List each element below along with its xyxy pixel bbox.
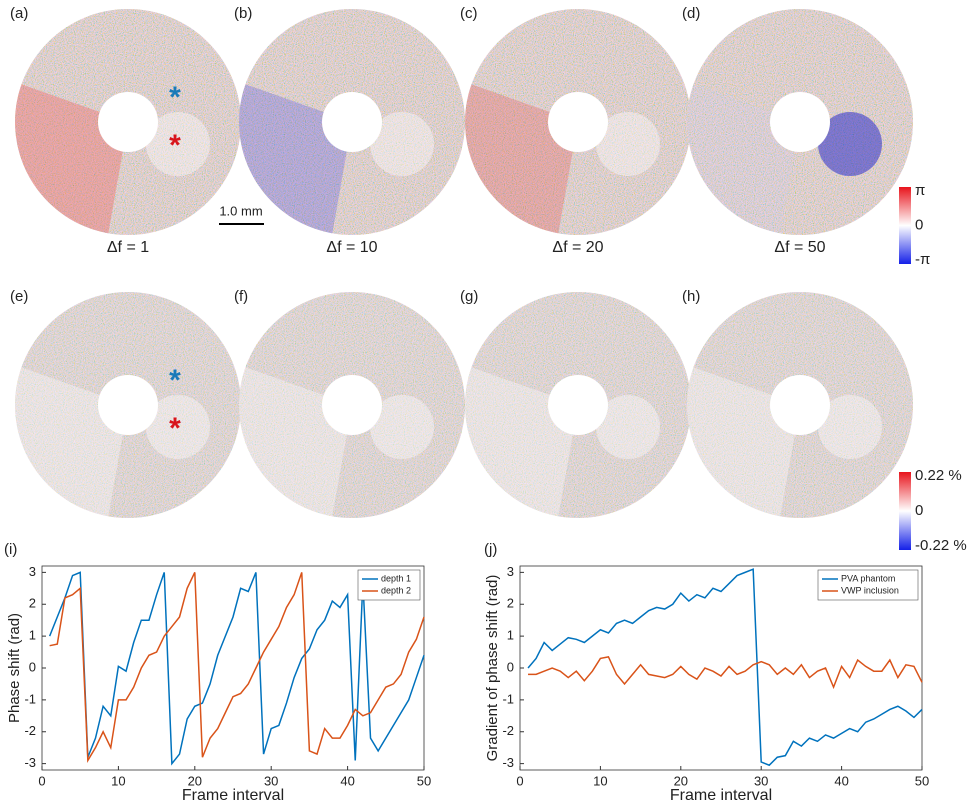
x-tick-label: 20 — [674, 773, 688, 788]
x-tick-label: 0 — [516, 773, 523, 788]
disk-hole — [322, 92, 382, 152]
asterisk: * — [169, 364, 181, 397]
scale-bar-label: 1.0 mm — [219, 203, 262, 218]
data-line — [527, 568, 923, 767]
inclusion — [146, 112, 210, 176]
colorbar-label: 0.22 % — [915, 467, 962, 484]
x-tick-label: 10 — [111, 773, 125, 788]
panel-label: (b) — [234, 5, 252, 22]
inclusion — [596, 112, 660, 176]
disk-panel — [687, 9, 913, 235]
disk-panel — [239, 292, 465, 518]
y-tick-label: 2 — [29, 596, 36, 611]
disk-panel — [465, 9, 691, 235]
disk-panel — [465, 292, 691, 518]
inclusion — [370, 112, 434, 176]
disk-panel — [687, 292, 913, 518]
x-axis-label: Frame interval — [182, 787, 284, 804]
x-axis-label: Frame interval — [670, 787, 772, 804]
disk-hole — [98, 375, 158, 435]
x-tick-label: 10 — [593, 773, 607, 788]
inclusion — [146, 395, 210, 459]
colorbar-label: -0.22 % — [915, 537, 967, 554]
y-axis-label: Gradient of phase shift (rad) — [484, 575, 501, 762]
inclusion — [596, 395, 660, 459]
panel-label: (d) — [682, 5, 700, 22]
colorbar-label: 0 — [915, 502, 923, 519]
y-tick-label: 0 — [507, 659, 514, 674]
disk-hole — [548, 92, 608, 152]
colorbar-label: π — [915, 182, 925, 199]
panel-label: (i) — [4, 541, 17, 558]
legend-label: VWP inclusion — [841, 585, 899, 595]
x-tick-label: 30 — [754, 773, 768, 788]
panel-label: (j) — [484, 541, 497, 558]
panel-caption: Δf = 50 — [774, 239, 825, 256]
inclusion — [818, 395, 882, 459]
y-tick-label: -3 — [502, 755, 514, 770]
y-tick-label: 0 — [29, 659, 36, 674]
x-tick-label: 50 — [915, 773, 929, 788]
legend-label: PVA phantom — [841, 573, 895, 583]
y-tick-label: -2 — [502, 723, 514, 738]
panel-label: (g) — [460, 288, 478, 305]
disk-panel — [15, 9, 241, 235]
legend-label: depth 2 — [381, 585, 411, 595]
y-tick-label: -3 — [24, 755, 36, 770]
asterisk: * — [169, 129, 181, 162]
colorbar-label: -π — [915, 251, 930, 268]
x-tick-label: 50 — [417, 773, 431, 788]
disk-hole — [770, 375, 830, 435]
asterisk: * — [169, 81, 181, 114]
panel-label: (a) — [10, 5, 28, 22]
y-tick-label: 3 — [29, 564, 36, 579]
y-axis-label: Phase shift (rad) — [6, 613, 23, 723]
y-tick-label: -2 — [24, 723, 36, 738]
y-tick-label: 1 — [507, 628, 514, 643]
panel-caption: Δf = 10 — [326, 239, 377, 256]
x-tick-label: 20 — [188, 773, 202, 788]
disk-hole — [548, 375, 608, 435]
disk-hole — [770, 92, 830, 152]
x-tick-label: 30 — [264, 773, 278, 788]
colorbar — [899, 187, 911, 264]
panel-label: (e) — [10, 288, 28, 305]
legend-box — [357, 569, 421, 601]
legend-label: depth 1 — [381, 573, 411, 583]
x-tick-label: 0 — [38, 773, 45, 788]
disk-hole — [98, 92, 158, 152]
y-tick-label: -1 — [24, 691, 36, 706]
inclusion — [370, 395, 434, 459]
colorbar-label: 0 — [915, 216, 923, 233]
colorbar — [899, 472, 911, 550]
panel-caption: Δf = 20 — [552, 239, 603, 256]
disk-panel — [239, 9, 465, 235]
y-tick-label: 1 — [29, 628, 36, 643]
disk-hole — [322, 375, 382, 435]
panel-label: (c) — [460, 5, 478, 22]
x-tick-label: 40 — [340, 773, 354, 788]
panel-caption: Δf = 1 — [107, 239, 149, 256]
disk-panel — [15, 292, 241, 518]
inclusion — [818, 112, 882, 176]
x-tick-label: 40 — [834, 773, 848, 788]
data-line — [528, 655, 923, 690]
y-tick-label: -1 — [502, 691, 514, 706]
asterisk: * — [169, 412, 181, 445]
data-line — [48, 571, 425, 766]
y-tick-label: 2 — [507, 596, 514, 611]
panel-label: (h) — [682, 288, 700, 305]
panel-label: (f) — [234, 288, 248, 305]
y-tick-label: 3 — [507, 564, 514, 579]
legend-box — [817, 569, 919, 601]
data-line — [49, 572, 425, 763]
